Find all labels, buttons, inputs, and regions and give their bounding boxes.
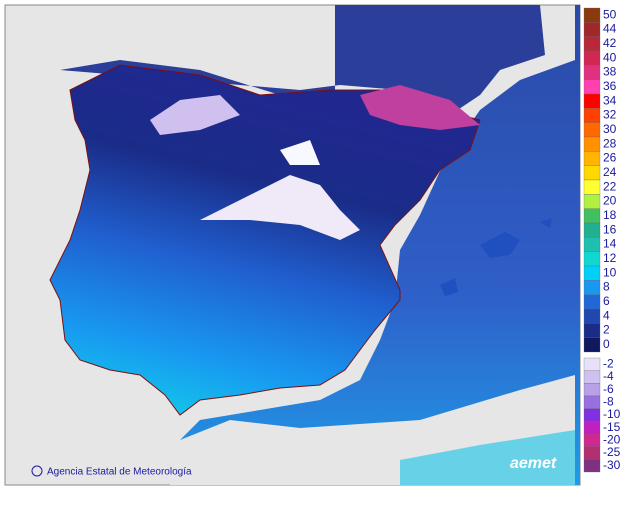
legend-swatch xyxy=(583,280,601,295)
legend-label: 44 xyxy=(603,22,617,36)
legend-label: 10 xyxy=(603,265,617,279)
legend: 5044424038363432302826242220181614121086… xyxy=(583,7,621,473)
legend-swatch xyxy=(583,337,601,353)
snow-iberico xyxy=(280,140,320,165)
legend-label: 50 xyxy=(603,7,617,21)
legend-label: -4 xyxy=(603,369,614,383)
legend-swatch xyxy=(583,421,601,435)
legend-label: 12 xyxy=(603,251,617,265)
legend-label: 30 xyxy=(603,122,617,136)
legend-swatch xyxy=(583,50,601,66)
legend-label: 32 xyxy=(603,108,617,122)
legend-swatch xyxy=(583,383,601,397)
legend-label: 20 xyxy=(603,194,617,208)
legend-swatch xyxy=(583,237,601,252)
legend-label: 40 xyxy=(603,50,617,64)
legend-label: 34 xyxy=(603,93,617,107)
legend-swatch xyxy=(583,179,601,195)
legend-swatch xyxy=(583,433,601,447)
legend-label: 6 xyxy=(603,294,610,308)
legend-swatch xyxy=(583,151,601,166)
legend-label: 4 xyxy=(603,308,610,322)
legend-swatch xyxy=(583,323,601,338)
legend-swatch xyxy=(583,93,601,109)
legend-swatch xyxy=(583,194,601,209)
snow-cantabria xyxy=(150,95,240,135)
legend-swatch xyxy=(583,136,601,152)
legend-label: -15 xyxy=(603,420,621,434)
legend-label: 22 xyxy=(603,179,617,193)
legend-swatch xyxy=(583,395,601,409)
credit: Agencia Estatal de Meteorología xyxy=(47,467,192,478)
legend-swatch xyxy=(583,370,601,384)
legend-label: 2 xyxy=(603,323,610,337)
ibiza xyxy=(440,278,458,296)
legend-label: 42 xyxy=(603,36,617,50)
legend-label: 24 xyxy=(603,165,617,179)
legend-swatch xyxy=(583,79,601,95)
legend-label: -2 xyxy=(603,357,614,371)
legend-swatch xyxy=(583,265,601,281)
cold-pyrenees xyxy=(360,85,480,130)
legend-label: 14 xyxy=(603,237,617,251)
snow-central xyxy=(200,175,360,240)
legend-label: 18 xyxy=(603,208,617,222)
legend-label: -20 xyxy=(603,433,621,447)
legend-swatch xyxy=(583,446,601,460)
legend-swatch xyxy=(583,122,601,138)
legend-label: -25 xyxy=(603,445,621,459)
menorca xyxy=(540,218,552,228)
legend-label: -30 xyxy=(603,458,621,472)
sea-north xyxy=(60,5,545,115)
legend-label: -8 xyxy=(603,395,614,409)
legend-swatch xyxy=(583,251,601,267)
legend-swatch xyxy=(583,222,601,238)
legend-label: 8 xyxy=(603,280,610,294)
legend-label: 28 xyxy=(603,136,617,150)
legend-swatch xyxy=(583,208,601,224)
legend-swatch xyxy=(583,108,601,123)
legend-swatch xyxy=(583,357,601,371)
legend-swatch xyxy=(583,294,601,310)
legend-label: -10 xyxy=(603,407,621,421)
logo: aemet xyxy=(510,455,557,472)
legend-swatch xyxy=(583,7,601,23)
legend-label: 38 xyxy=(603,65,617,79)
legend-swatch xyxy=(583,165,601,181)
legend-swatch xyxy=(583,36,601,52)
copyright-icon xyxy=(31,465,43,477)
africa-coast xyxy=(400,430,575,485)
legend-label: 36 xyxy=(603,79,617,93)
legend-label: 16 xyxy=(603,222,617,236)
legend-label: -6 xyxy=(603,382,614,396)
legend-swatch xyxy=(583,22,601,37)
legend-swatch xyxy=(583,459,601,473)
legend-swatch xyxy=(583,65,601,80)
legend-label: 26 xyxy=(603,151,617,165)
mallorca xyxy=(480,232,520,258)
legend-swatch xyxy=(583,408,601,422)
legend-swatch xyxy=(583,308,601,324)
legend-label: 0 xyxy=(603,337,610,351)
